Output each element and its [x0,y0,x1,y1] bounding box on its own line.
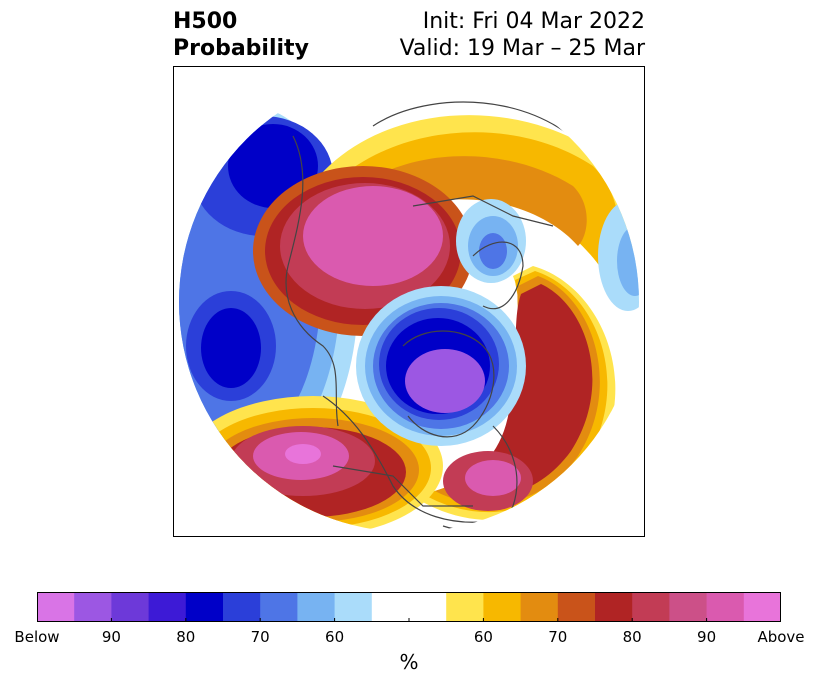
map-title: H500 Probability [173,8,309,62]
colorbar-tick-label: 60 [473,628,493,646]
colorbar-segment [557,592,596,622]
coastline-greenland [402,330,495,438]
contour-above-max-south [285,444,321,464]
map-subtitle: Init: Fri 04 Mar 2022 Valid: 19 Mar – 25… [400,8,645,62]
colorbar [37,592,781,622]
colorbar-segment [446,592,484,622]
colorbar-segment [260,592,298,622]
border-us-canada [332,465,473,507]
colorbar-segment [223,592,261,622]
colorbar-tick-label: 90 [101,628,121,646]
colorbar-tick-label: 60 [325,628,345,646]
anomaly-below-scandinavia [456,199,526,283]
coastlines [285,101,614,531]
title-variable: H500 [173,9,238,34]
contour-below-strong-south [201,308,261,388]
colorbar-segment [595,592,633,622]
colorbar-segment [520,592,559,622]
valid-period: Valid: 19 Mar – 25 Mar [399,36,645,61]
coastline-east-asia [285,135,339,427]
coastline-north-america-west [322,395,494,523]
colorbar-tick-label: Above [757,628,805,646]
colorbar-tick-label: 70 [548,628,568,646]
colorbar-tick-label: 80 [176,628,196,646]
anomaly-below-polar [356,286,526,446]
contour-above-deep-siberia [303,186,443,286]
colorbar-segment [297,592,336,622]
contour-above-deep-atlantic [465,460,521,496]
colorbar-segment [111,592,150,622]
colorbar-segment [483,592,522,622]
contour-below-deep-polar [405,349,485,413]
probability-map [173,66,645,537]
colorbar-tick-label: 80 [622,628,642,646]
colorbar-tick-label: Below [14,628,60,646]
colorbar-segment [743,592,781,622]
colorbar-segment [669,592,708,622]
colorbar-segment [37,592,75,622]
title-field: Probability [173,36,309,61]
map-frame [173,66,645,537]
colorbar-segment [706,592,745,622]
colorbar-segment [409,592,447,622]
colorbar-segment [334,592,373,622]
colorbar-segment [148,592,187,622]
colorbar-segment [185,592,224,622]
coastline-scandinavia [472,241,524,310]
init-time: Init: Fri 04 Mar 2022 [422,9,645,34]
contour-below-light-scand [479,233,507,269]
colorbar-tick-label: 90 [697,628,717,646]
colorbar-unit: % [399,650,419,674]
colorbar-segment [74,592,112,622]
colorbar-segment [371,592,410,622]
colorbar-tick-label: 70 [250,628,270,646]
border-russia [412,195,554,227]
colorbar-segment [632,592,670,622]
contour-below-pale-east [617,226,639,296]
anomaly-below-east [598,201,639,311]
